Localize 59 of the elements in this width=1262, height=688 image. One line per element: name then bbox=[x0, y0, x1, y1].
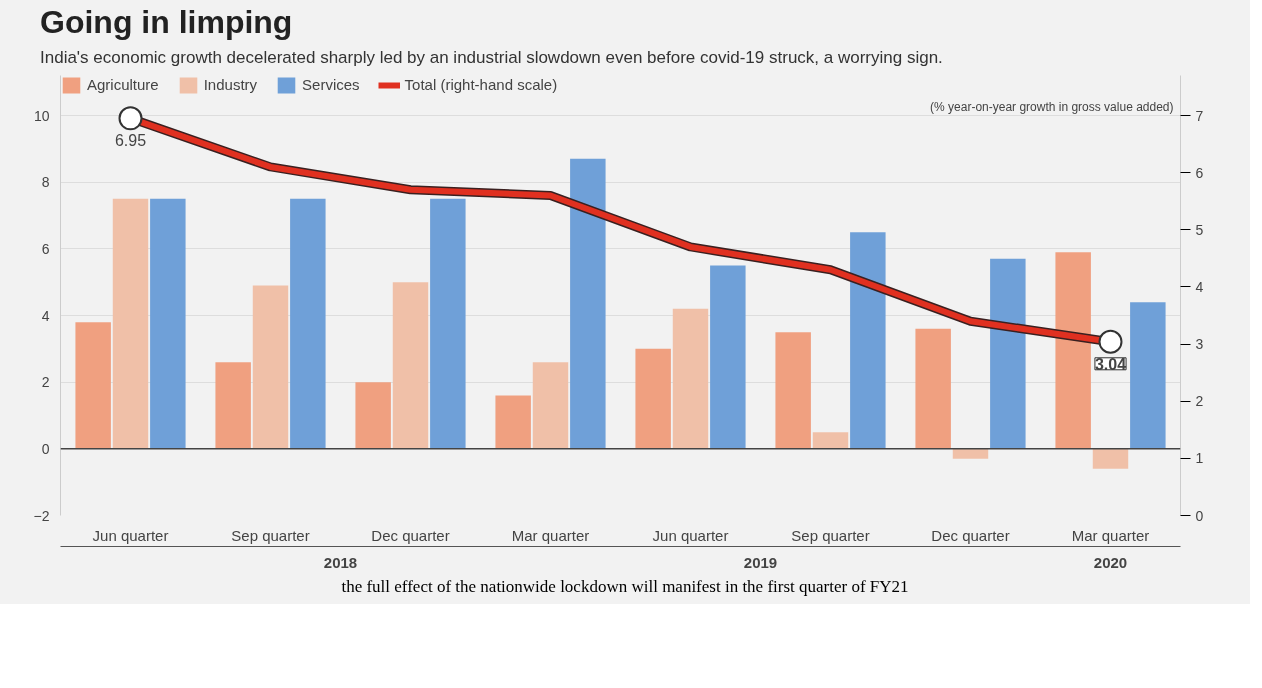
x-tick-label: Jun quarter bbox=[92, 526, 169, 544]
bar bbox=[1130, 302, 1166, 449]
y-tick-label: −2 bbox=[33, 507, 50, 524]
text: 2018 bbox=[323, 553, 358, 571]
y2-tick-label: 7 bbox=[1195, 107, 1204, 124]
y2-tick-label: 2 bbox=[1195, 393, 1204, 410]
bar bbox=[635, 348, 671, 449]
y-tick-label: 6 bbox=[41, 240, 50, 257]
bar bbox=[775, 332, 811, 449]
bar bbox=[430, 198, 466, 449]
legend-label: Agriculture bbox=[87, 76, 159, 94]
x-tick-label: Dec quarter bbox=[371, 526, 450, 544]
bar bbox=[915, 328, 951, 449]
bar bbox=[150, 198, 186, 449]
bar bbox=[812, 432, 849, 449]
y2-tick-label: 4 bbox=[1195, 278, 1204, 295]
bar bbox=[672, 308, 709, 449]
legend-label: Services bbox=[302, 76, 360, 94]
legend-label: Total (right-hand scale) bbox=[404, 76, 558, 94]
y2-tick-label: 6 bbox=[1195, 164, 1204, 181]
bar bbox=[392, 282, 429, 449]
bar bbox=[990, 258, 1026, 449]
bar bbox=[1092, 448, 1129, 469]
bar bbox=[850, 232, 886, 449]
y-tick-label: 8 bbox=[41, 174, 50, 191]
x-tick-label: Sep quarter bbox=[791, 526, 870, 544]
x-tick-label: Mar quarter bbox=[1071, 526, 1150, 544]
data-label: 3.04 bbox=[1094, 355, 1127, 373]
bar bbox=[495, 395, 531, 449]
y-tick-label: 0 bbox=[41, 440, 50, 457]
text: 2019 bbox=[743, 553, 778, 571]
y-tick-label: 2 bbox=[41, 374, 50, 391]
bar bbox=[112, 198, 149, 449]
y2-tick-label: 0 bbox=[1195, 507, 1204, 524]
y2-tick-label: 3 bbox=[1195, 336, 1204, 353]
bar bbox=[532, 362, 569, 449]
y-tick-label: 10 bbox=[33, 107, 50, 124]
bar bbox=[215, 362, 251, 449]
x-tick-label: Dec quarter bbox=[931, 526, 1010, 544]
bar bbox=[355, 382, 391, 449]
chart-title: Going in limping bbox=[40, 3, 293, 42]
y2-tick-label: 5 bbox=[1195, 221, 1204, 238]
text: 2020 bbox=[1093, 553, 1128, 571]
x-tick-label: Sep quarter bbox=[231, 526, 310, 544]
annotation: (% year-on-year growth in gross value added) bbox=[930, 99, 1174, 114]
chart-subtitle: India's economic growth decelerated sharply led by an industrial slowdown even before covid-19 struck, a worrying sign. bbox=[40, 46, 943, 69]
x-tick-label: Mar quarter bbox=[511, 526, 590, 544]
text: the full effect of the nationwide lockdown will manifest in the first quarter of FY21 bbox=[341, 576, 909, 598]
bar bbox=[252, 285, 289, 449]
bar bbox=[570, 158, 606, 449]
y-tick-label: 4 bbox=[41, 307, 50, 324]
bar bbox=[290, 198, 326, 449]
x-tick-label: Jun quarter bbox=[652, 526, 729, 544]
bar bbox=[1055, 252, 1091, 449]
data-label: 6.95 bbox=[114, 132, 147, 150]
y2-tick-label: 1 bbox=[1195, 450, 1204, 467]
bar bbox=[75, 322, 111, 449]
legend-label: Industry bbox=[203, 76, 258, 94]
bar bbox=[710, 265, 746, 449]
